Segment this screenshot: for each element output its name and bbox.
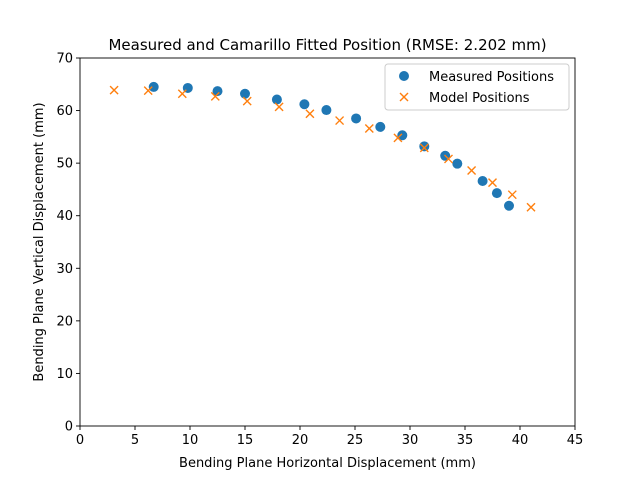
x-tick-label: 45 (567, 433, 584, 448)
measured-point (351, 113, 362, 124)
measured-point (477, 176, 488, 187)
measured-point (452, 158, 463, 169)
measured-point (271, 94, 282, 105)
measured-point (240, 88, 250, 99)
measured-point (375, 121, 386, 132)
measured-point (397, 130, 408, 141)
y-tick-label: 20 (56, 314, 73, 329)
y-tick-label: 70 (56, 52, 73, 67)
model-point (467, 166, 477, 175)
model-point (274, 102, 284, 112)
x-tick-label: 15 (237, 433, 254, 448)
y-tick-label: 60 (56, 104, 73, 119)
x-tick-label: 10 (182, 433, 199, 448)
y-axis-label: Bending Plane Vertical Displacement (mm) (32, 102, 47, 381)
model-point (488, 178, 497, 188)
measured-point (504, 200, 514, 211)
y-tick-label: 40 (56, 209, 73, 224)
measured-point (299, 99, 310, 110)
x-tick-label: 20 (292, 433, 309, 448)
model-point (305, 109, 315, 119)
x-tick-label: 35 (457, 433, 474, 448)
legend-label: Model Positions (429, 91, 530, 106)
chart-title: Measured and Camarillo Fitted Position (… (108, 36, 546, 54)
model-point (507, 190, 517, 200)
model-point (242, 96, 252, 106)
model-point (419, 143, 429, 153)
measured-point (419, 141, 430, 152)
x-tick-label: 40 (512, 433, 529, 448)
model-point (143, 86, 153, 96)
measured-point (148, 81, 159, 92)
legend: Measured Positions Model Positions (384, 63, 570, 111)
x-tick-label: 0 (76, 433, 84, 448)
model-series (109, 85, 536, 212)
legend-circle-marker (399, 71, 409, 81)
model-point (177, 89, 187, 99)
legend-label: Measured Positions (429, 70, 554, 85)
model-point (444, 154, 453, 164)
y-tick-label: 50 (56, 157, 73, 172)
measured-point (212, 86, 223, 97)
model-point (364, 123, 374, 133)
measured-point (321, 105, 332, 116)
y-tick-label: 30 (56, 262, 73, 277)
model-point (210, 91, 220, 101)
model-point (109, 85, 119, 95)
model-point (335, 116, 345, 126)
legend-x-marker (399, 92, 409, 102)
plot-frame (79, 57, 576, 427)
x-tick-label: 30 (402, 433, 419, 448)
model-point (526, 202, 536, 212)
x-tick-label: 25 (347, 433, 364, 448)
x-axis-label: Bending Plane Horizontal Displacement (m… (179, 456, 476, 471)
legend-box (384, 63, 570, 111)
measured-point (491, 188, 502, 199)
x-tick-label: 5 (131, 433, 139, 448)
y-tick-label: 10 (56, 367, 73, 382)
model-point (393, 133, 403, 143)
y-tick-label: 0 (65, 420, 73, 435)
measured-series (148, 81, 514, 211)
